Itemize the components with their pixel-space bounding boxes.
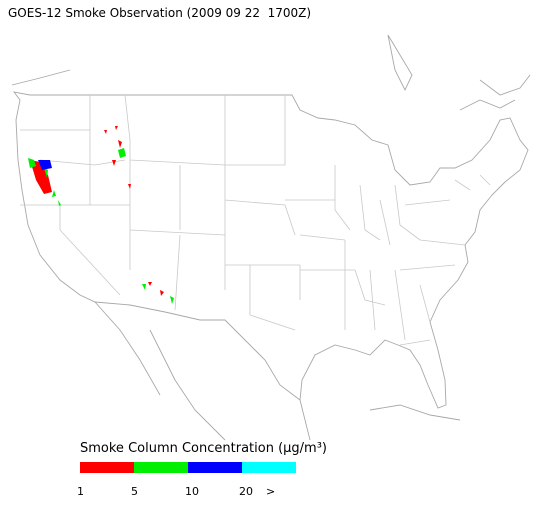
coastlines bbox=[11, 34, 531, 441]
smoke-patch bbox=[28, 158, 61, 206]
legend-tick-label: > bbox=[266, 485, 275, 498]
smoke-patch bbox=[30, 160, 52, 194]
legend-tick-label: 5 bbox=[131, 485, 138, 498]
legend-swatch bbox=[80, 462, 134, 473]
legend-tick-label: 10 bbox=[185, 485, 199, 498]
state-lines bbox=[20, 94, 491, 346]
legend: Smoke Column Concentration (μg/m³) 1 5 10 2… bbox=[77, 441, 327, 498]
legend-tick-label: 20 bbox=[239, 485, 253, 498]
legend-title: Smoke Column Concentration (μg/m³) bbox=[80, 441, 327, 456]
map-title: GOES-12 Smoke Observation (2009 09 22 17… bbox=[8, 6, 311, 20]
smoke-patch bbox=[38, 160, 52, 170]
legend-swatch bbox=[242, 462, 296, 473]
us-outline bbox=[12, 91, 529, 409]
smoke-patch bbox=[104, 126, 164, 296]
basemap bbox=[11, 34, 531, 441]
smoke-detections bbox=[28, 126, 174, 304]
legend-swatch bbox=[134, 462, 188, 473]
smoke-patch bbox=[118, 148, 174, 304]
legend-swatch bbox=[188, 462, 242, 473]
legend-tick-label: 1 bbox=[77, 485, 84, 498]
